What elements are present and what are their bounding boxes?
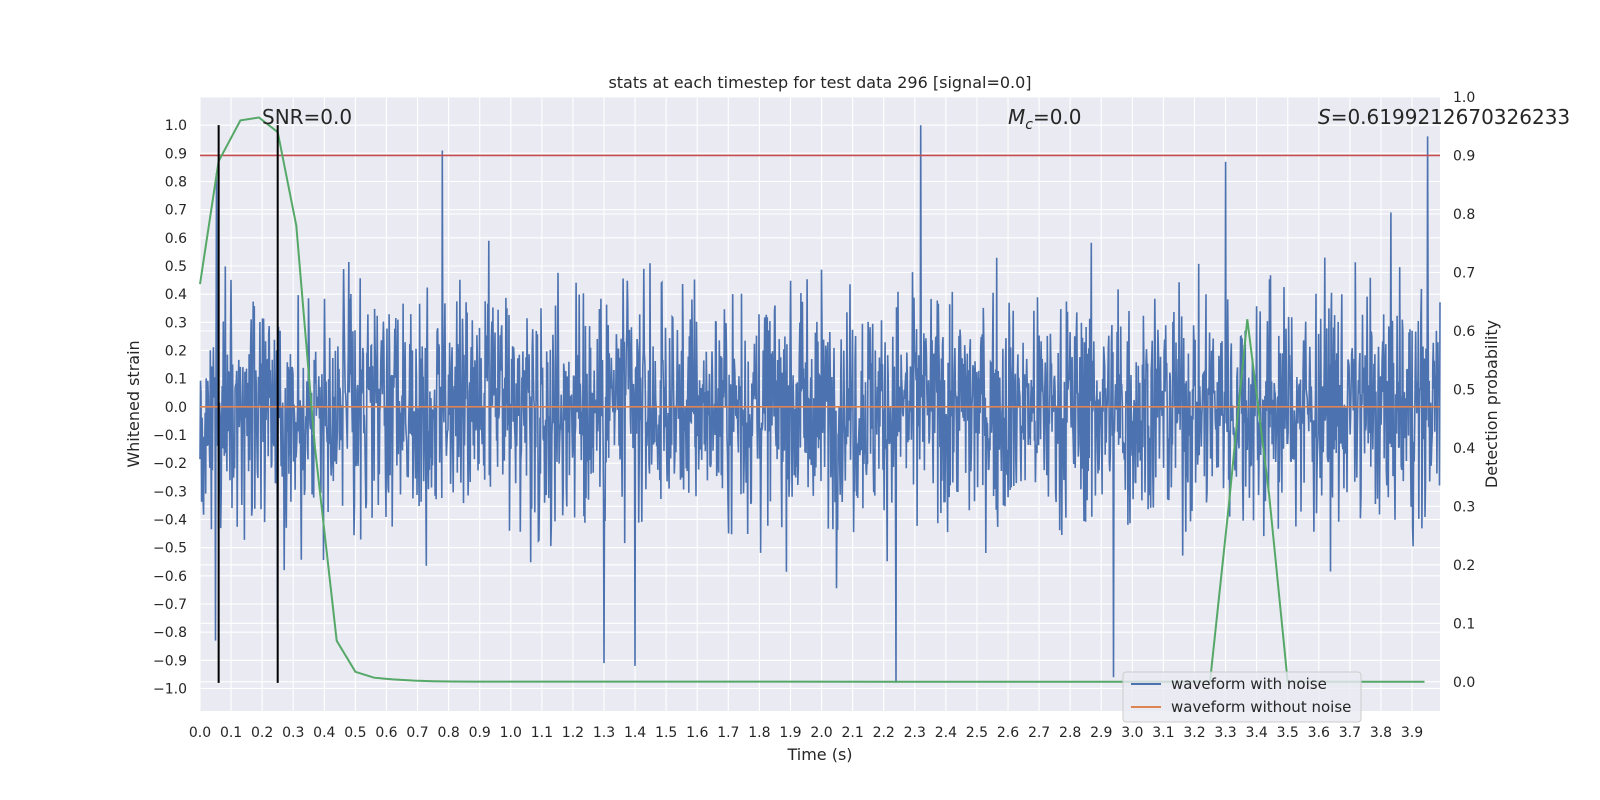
mc-subscript: c [1025, 117, 1033, 133]
x-tick-label: 0.4 [313, 725, 335, 741]
y-tick-label: −0.7 [153, 597, 187, 613]
x-tick-label: 0.2 [251, 725, 273, 741]
s-annotation: S=0.6199212670326233 [1318, 105, 1570, 129]
y-tick-label: 0.9 [165, 146, 187, 162]
x-tick-label: 3.1 [1152, 725, 1174, 741]
s-symbol: S [1318, 105, 1331, 129]
y-tick-label: 0.2 [165, 343, 187, 359]
y-tick-label: −0.2 [153, 456, 187, 472]
noise-trace [199, 125, 1441, 683]
x-tick-labels: 0.0 0.1 0.2 0.3 0.4 0.5 0.6 0.7 0.8 0.9 1.0 1.1 1.2 1… [189, 725, 1423, 741]
y-tick-label: 0.1 [165, 372, 187, 388]
y-tick-label: −0.4 [153, 512, 187, 528]
y2-tick-label: 0.0 [1453, 675, 1475, 691]
mc-symbol: M [1008, 105, 1025, 129]
x-tick-label: 3.5 [1277, 725, 1299, 741]
y2-tick-label: 0.1 [1453, 616, 1475, 632]
x-tick-label: 3.4 [1246, 725, 1268, 741]
x-tick-label: 2.9 [1090, 725, 1112, 741]
legend-label-clean: waveform without noise [1171, 698, 1351, 716]
y-tick-label: 0.0 [165, 400, 187, 416]
x-tick-label: 0.1 [220, 725, 242, 741]
y-tick-label: 0.7 [165, 203, 187, 219]
y-tick-label: −0.9 [153, 653, 187, 669]
y2-tick-label: 0.5 [1453, 382, 1475, 398]
y-axis-label: Whitened strain [124, 340, 143, 467]
y-tick-label: 0.4 [165, 287, 187, 303]
x-tick-label: 3.2 [1183, 725, 1205, 741]
y-tick-label: −0.1 [153, 428, 187, 444]
chart-title: stats at each timestep for test data 296… [608, 73, 1031, 92]
x-tick-label: 3.9 [1401, 725, 1423, 741]
y2-tick-label: 0.3 [1453, 499, 1475, 515]
x-tick-label: 2.7 [1028, 725, 1050, 741]
x-tick-label: 3.0 [1121, 725, 1143, 741]
x-tick-label: 2.0 [810, 725, 832, 741]
x-tick-label: 0.8 [437, 725, 459, 741]
x-tick-label: 2.8 [1059, 725, 1081, 741]
y2-tick-label: 0.6 [1453, 324, 1475, 340]
legend-box [1122, 671, 1362, 723]
snr-annotation: SNR=0.0 [262, 105, 352, 129]
x-tick-label: 2.6 [997, 725, 1019, 741]
x-tick-label: 1.7 [717, 725, 739, 741]
x-tick-label: 2.5 [966, 725, 988, 741]
x-tick-label: 1.9 [779, 725, 801, 741]
x-tick-label: 2.3 [904, 725, 926, 741]
y2-tick-label: 0.4 [1453, 441, 1475, 457]
y-tick-label: 1.0 [165, 118, 187, 134]
y2-tick-labels: 1.0 0.9 0.8 0.7 0.6 0.5 0.4 0.3 0.2 0.1 0.0 [1453, 90, 1475, 691]
x-tick-label: 0.7 [406, 725, 428, 741]
mc-annotation: Mc=0.0 [1008, 105, 1082, 133]
x-tick-label: 1.5 [655, 725, 677, 741]
y2-tick-label: 0.8 [1453, 207, 1475, 223]
x-tick-label: 3.7 [1339, 725, 1361, 741]
y-tick-label: 0.3 [165, 315, 187, 331]
x-axis-label: Time (s) [786, 745, 852, 764]
x-tick-label: 3.3 [1214, 725, 1236, 741]
x-tick-label: 0.9 [469, 725, 491, 741]
y-tick-label: 0.5 [165, 259, 187, 275]
x-tick-label: 0.0 [189, 725, 211, 741]
x-tick-label: 2.2 [873, 725, 895, 741]
y-tick-label: −0.6 [153, 569, 187, 585]
x-tick-label: 2.4 [935, 725, 957, 741]
y-tick-label: −0.3 [153, 484, 187, 500]
series-waveform-with-noise [199, 125, 1441, 683]
legend: waveform with noise waveform without noi… [1122, 671, 1362, 723]
y2-tick-label: 0.9 [1453, 148, 1475, 164]
y-tick-label: −1.0 [153, 681, 187, 697]
x-tick-label: 3.8 [1370, 725, 1392, 741]
y-tick-label: −0.8 [153, 625, 187, 641]
y2-axis-label: Detection probability [1482, 320, 1501, 488]
x-tick-label: 1.6 [686, 725, 708, 741]
mc-value: =0.0 [1033, 105, 1082, 129]
x-tick-label: 0.5 [344, 725, 366, 741]
y-tick-labels: 1.0 0.9 0.8 0.7 0.6 0.5 0.4 0.3 0.2 0.1 0.0 −0.1 −0.… [153, 118, 187, 697]
x-tick-label: 1.4 [624, 725, 646, 741]
x-tick-label: 1.8 [748, 725, 770, 741]
marker-lines [217, 125, 279, 683]
s-value: =0.6199212670326233 [1331, 105, 1570, 129]
y2-tick-label: 1.0 [1453, 90, 1475, 106]
x-tick-label: 0.6 [375, 725, 397, 741]
y-tick-label: −0.5 [153, 541, 187, 557]
x-tick-label: 1.3 [593, 725, 615, 741]
y2-tick-label: 0.2 [1453, 558, 1475, 574]
x-tick-label: 1.0 [500, 725, 522, 741]
x-tick-label: 3.6 [1308, 725, 1330, 741]
x-tick-label: 0.3 [282, 725, 304, 741]
y2-tick-label: 0.7 [1453, 265, 1475, 281]
y-tick-label: 0.8 [165, 174, 187, 190]
y-tick-label: 0.6 [165, 231, 187, 247]
legend-label-noise: waveform with noise [1171, 675, 1327, 693]
x-tick-label: 1.2 [562, 725, 584, 741]
x-tick-label: 1.1 [531, 725, 553, 741]
x-tick-label: 2.1 [841, 725, 863, 741]
